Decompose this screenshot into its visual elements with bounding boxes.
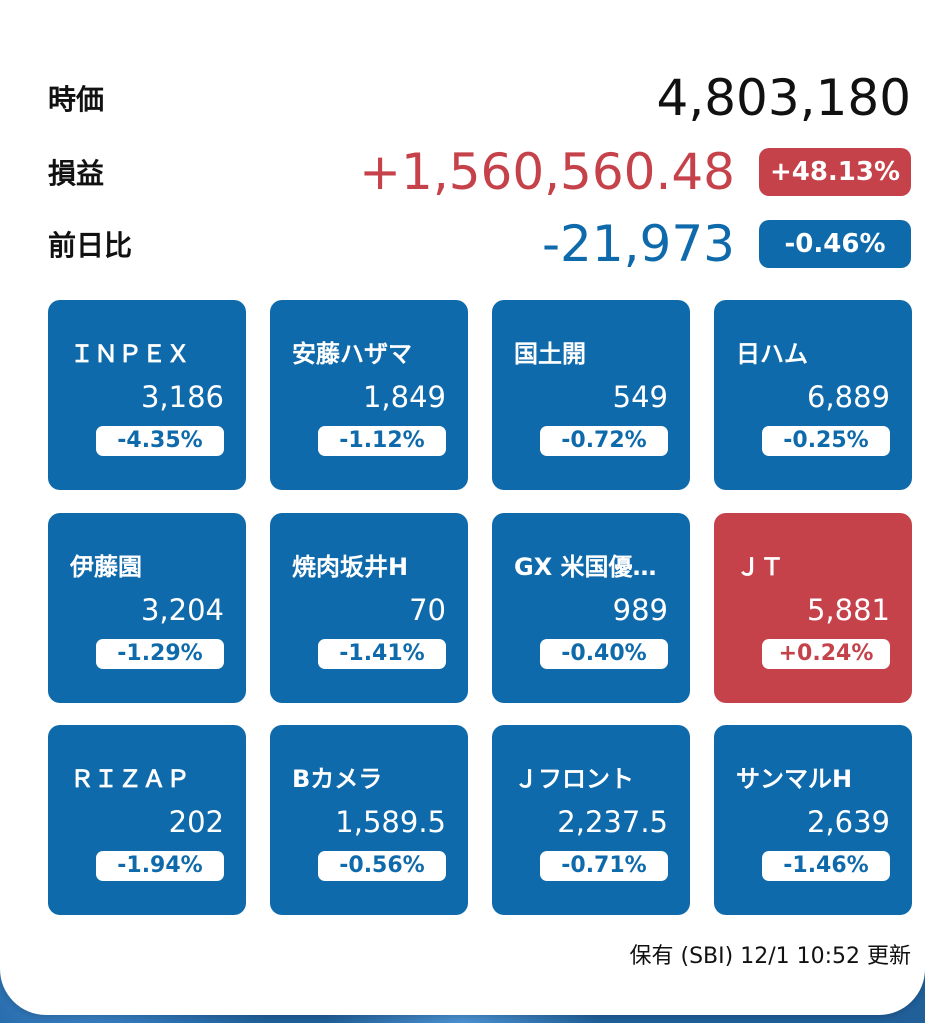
day-change-row: 前日比 -21,973 -0.46% bbox=[48, 214, 911, 274]
market-value-label: 時価 bbox=[48, 83, 105, 116]
stock-tile-kokudokai[interactable]: 国土開 549 -0.72% bbox=[492, 300, 690, 490]
stock-price: 3,204 bbox=[140, 593, 224, 627]
stock-price: 2,639 bbox=[806, 805, 890, 839]
update-status: 保有 (SBI) 12/1 10:52 更新 bbox=[629, 944, 912, 969]
stock-tile-rizap[interactable]: ＲＩＺＡＰ 202 -1.94% bbox=[48, 725, 246, 915]
stock-change-badge: -0.56% bbox=[318, 851, 446, 881]
stock-tile-bic-camera[interactable]: Bカメラ 1,589.5 -0.56% bbox=[270, 725, 468, 915]
market-value-row: 時価 4,803,180 bbox=[48, 68, 911, 128]
stock-price: 549 bbox=[612, 380, 668, 414]
stock-tile-nipponham[interactable]: 日ハム 6,889 -0.25% bbox=[714, 300, 912, 490]
stock-name: ＪＴ bbox=[736, 553, 784, 581]
stock-tile-jt[interactable]: ＪＴ 5,881 +0.24% bbox=[714, 513, 912, 703]
day-change-label: 前日比 bbox=[48, 229, 133, 262]
stock-name: ＩＮＰＥＸ bbox=[70, 340, 190, 368]
stock-name: 伊藤園 bbox=[70, 553, 142, 581]
day-change-pct-badge: -0.46% bbox=[759, 220, 911, 268]
stock-tile-j-front[interactable]: Ｊフロント 2,237.5 -0.71% bbox=[492, 725, 690, 915]
stock-price: 1,849 bbox=[362, 380, 446, 414]
stock-tile-itoen[interactable]: 伊藤園 3,204 -1.29% bbox=[48, 513, 246, 703]
profit-row: 損益 +1,560,560.48 +48.13% bbox=[48, 142, 911, 202]
stock-name: 焼肉坂井H bbox=[292, 553, 409, 581]
day-change-value: -21,973 bbox=[542, 215, 735, 273]
stock-tile-gx-us[interactable]: GX 米国優… 989 -0.40% bbox=[492, 513, 690, 703]
stock-price: 1,589.5 bbox=[335, 805, 446, 839]
profit-label: 損益 bbox=[48, 157, 105, 190]
stock-price: 202 bbox=[168, 805, 224, 839]
stock-change-badge: -4.35% bbox=[96, 426, 224, 456]
stock-name: 安藤ハザマ bbox=[292, 340, 412, 368]
stock-price: 70 bbox=[409, 593, 446, 627]
stock-price: 6,889 bbox=[806, 380, 890, 414]
profit-pct-badge: +48.13% bbox=[759, 148, 911, 196]
stock-tile-inpex[interactable]: ＩＮＰＥＸ 3,186 -4.35% bbox=[48, 300, 246, 490]
stock-change-badge: -1.12% bbox=[318, 426, 446, 456]
stock-change-badge: +0.24% bbox=[762, 639, 890, 669]
stock-price: 2,237.5 bbox=[557, 805, 668, 839]
stock-name: Ｊフロント bbox=[514, 765, 634, 793]
stock-tile-yakiniku-sakai[interactable]: 焼肉坂井H 70 -1.41% bbox=[270, 513, 468, 703]
market-value: 4,803,180 bbox=[656, 69, 911, 127]
stock-name: 国土開 bbox=[514, 340, 586, 368]
stock-name: サンマルH bbox=[736, 765, 853, 793]
stock-tile-sanmaru[interactable]: サンマルH 2,639 -1.46% bbox=[714, 725, 912, 915]
stock-name: ＲＩＺＡＰ bbox=[70, 765, 190, 793]
stock-change-badge: -0.25% bbox=[762, 426, 890, 456]
stock-change-badge: -0.40% bbox=[540, 639, 668, 669]
stock-name: GX 米国優… bbox=[514, 553, 657, 581]
stock-name: Bカメラ bbox=[292, 765, 383, 793]
stock-tile-ando-hazama[interactable]: 安藤ハザマ 1,849 -1.12% bbox=[270, 300, 468, 490]
stock-grid: ＩＮＰＥＸ 3,186 -4.35% 安藤ハザマ 1,849 -1.12% 国土… bbox=[48, 300, 913, 915]
stock-change-badge: -1.94% bbox=[96, 851, 224, 881]
stock-price: 989 bbox=[612, 593, 668, 627]
stock-price: 3,186 bbox=[140, 380, 224, 414]
stock-change-badge: -0.72% bbox=[540, 426, 668, 456]
stock-price: 5,881 bbox=[806, 593, 890, 627]
profit-value: +1,560,560.48 bbox=[359, 143, 735, 201]
stock-change-badge: -1.41% bbox=[318, 639, 446, 669]
stock-change-badge: -1.46% bbox=[762, 851, 890, 881]
stock-name: 日ハム bbox=[736, 340, 808, 368]
stock-change-badge: -1.29% bbox=[96, 639, 224, 669]
stock-change-badge: -0.71% bbox=[540, 851, 668, 881]
